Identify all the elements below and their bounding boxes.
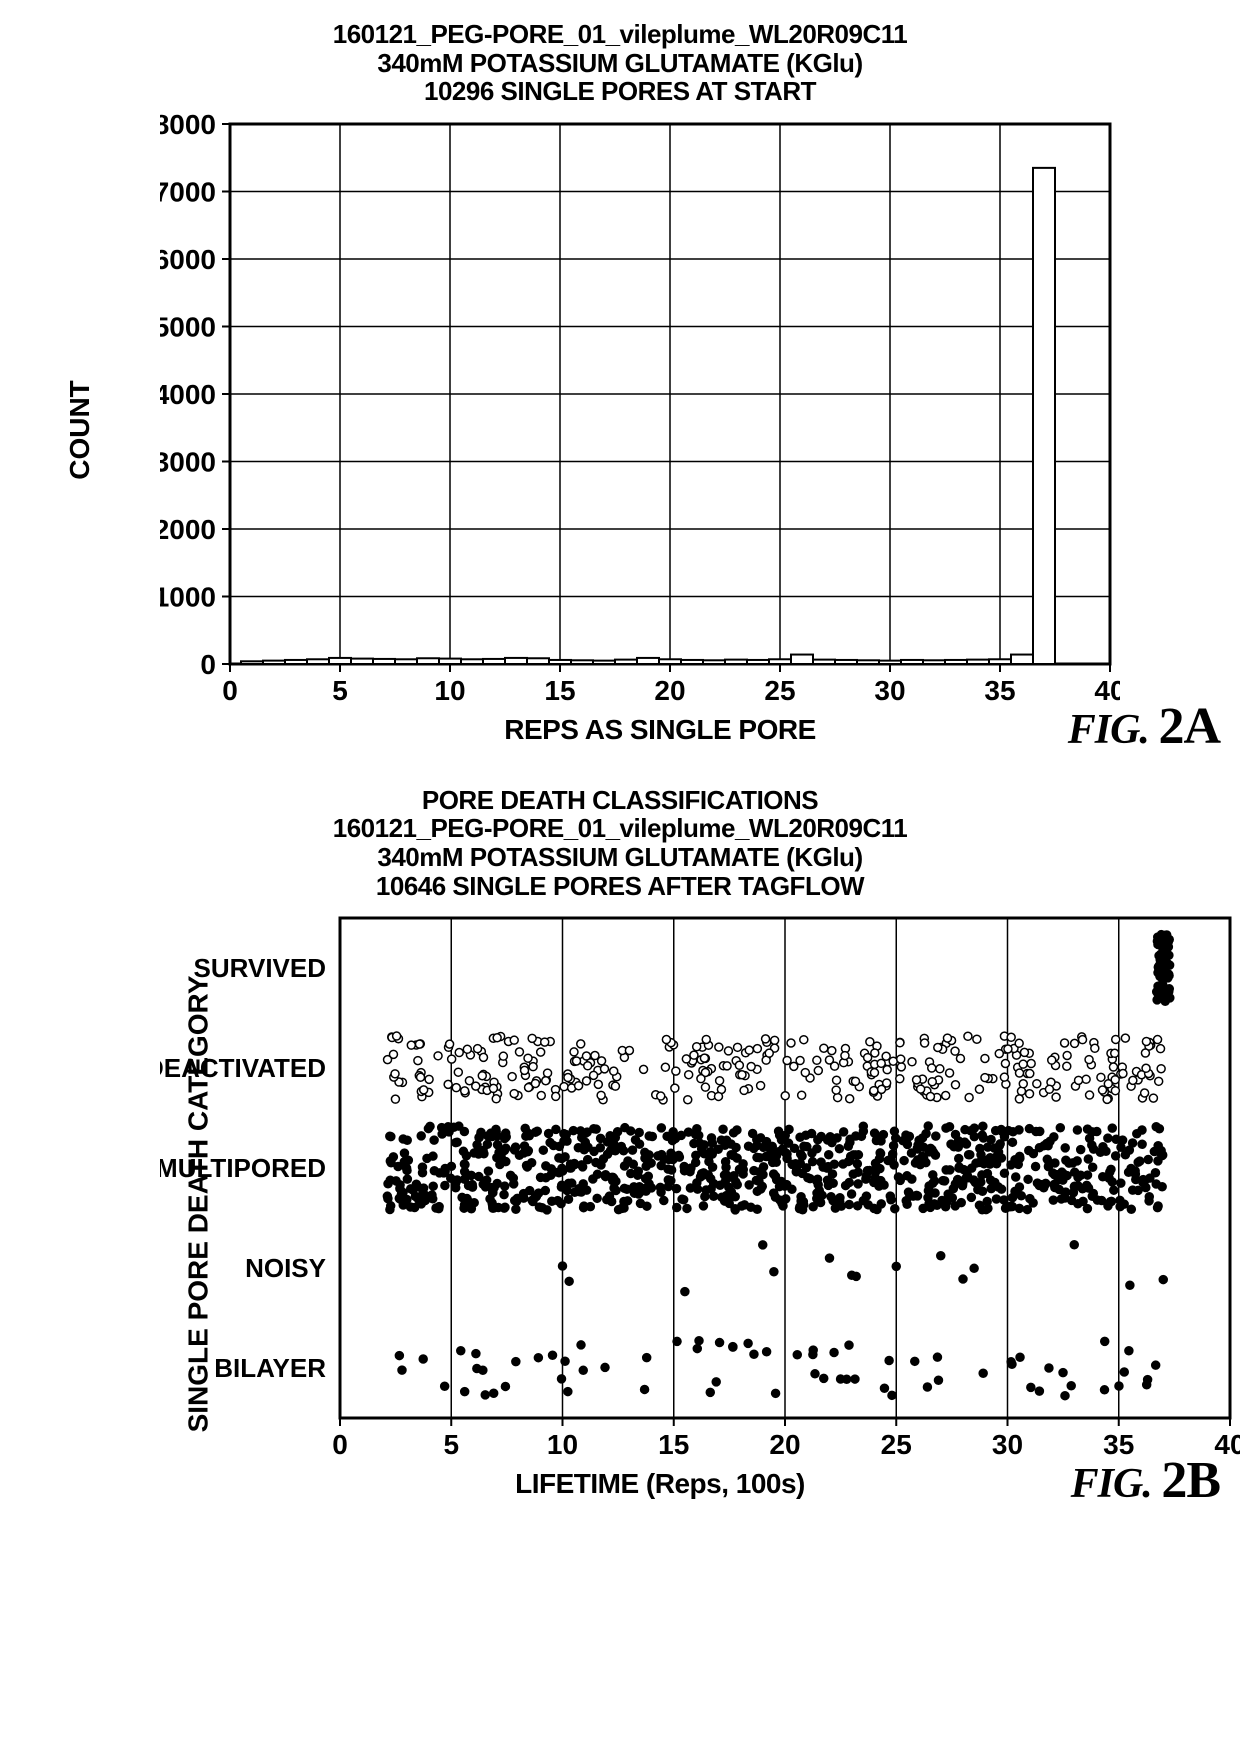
fig2b-plot: 0510152025303540BILAYERNOISYMULTIPOREDDE… <box>160 908 1240 1468</box>
title-line: 10646 SINGLE PORES AFTER TAGFLOW <box>20 872 1220 901</box>
figure-2b: PORE DEATH CLASSIFICATIONS 160121_PEG-PO… <box>20 786 1220 1500</box>
svg-text:20: 20 <box>769 1429 800 1460</box>
svg-text:25: 25 <box>881 1429 912 1460</box>
svg-text:NOISY: NOISY <box>245 1253 326 1283</box>
svg-text:30: 30 <box>874 675 905 706</box>
svg-text:0: 0 <box>222 675 238 706</box>
svg-text:5: 5 <box>443 1429 459 1460</box>
title-line: 340mM POTASSIUM GLUTAMATE (KGlu) <box>20 843 1220 872</box>
fig2b-title: PORE DEATH CLASSIFICATIONS 160121_PEG-PO… <box>20 786 1220 900</box>
fig2b-caption: FIG. 2B <box>1071 1451 1220 1510</box>
svg-text:8000: 8000 <box>160 114 216 140</box>
title-line: 340mM POTASSIUM GLUTAMATE (KGlu) <box>20 49 1220 78</box>
title-line: 160121_PEG-PORE_01_vileplume_WL20R09C11 <box>20 814 1220 843</box>
svg-text:4000: 4000 <box>160 379 216 410</box>
title-line: 10296 SINGLE PORES AT START <box>20 77 1220 106</box>
svg-text:7000: 7000 <box>160 176 216 207</box>
fig2a-xlabel: REPS AS SINGLE PORE <box>160 714 1160 746</box>
fig2a-title: 160121_PEG-PORE_01_vileplume_WL20R09C11 … <box>20 20 1220 106</box>
svg-text:30: 30 <box>992 1429 1023 1460</box>
fig2a-caption: FIG. 2A <box>1068 697 1220 756</box>
svg-text:25: 25 <box>764 675 795 706</box>
svg-text:2000: 2000 <box>160 514 216 545</box>
svg-text:15: 15 <box>544 675 575 706</box>
svg-text:0: 0 <box>200 649 216 680</box>
svg-text:1000: 1000 <box>160 581 216 612</box>
svg-text:35: 35 <box>984 675 1015 706</box>
title-line: PORE DEATH CLASSIFICATIONS <box>20 786 1220 815</box>
svg-text:15: 15 <box>658 1429 689 1460</box>
fig2a-plot: 0510152025303540010002000300040005000600… <box>160 114 1120 714</box>
svg-text:3000: 3000 <box>160 446 216 477</box>
fig2a-ylabel: COUNT <box>64 380 96 480</box>
svg-text:BILAYER: BILAYER <box>214 1353 326 1383</box>
figure-2a: 160121_PEG-PORE_01_vileplume_WL20R09C11 … <box>20 20 1220 746</box>
svg-text:5000: 5000 <box>160 311 216 342</box>
title-line: 160121_PEG-PORE_01_vileplume_WL20R09C11 <box>20 20 1220 49</box>
svg-text:5: 5 <box>332 675 348 706</box>
svg-text:MULTIPORED: MULTIPORED <box>160 1153 326 1183</box>
svg-text:10: 10 <box>547 1429 578 1460</box>
svg-text:10: 10 <box>434 675 465 706</box>
svg-text:6000: 6000 <box>160 244 216 275</box>
svg-text:DEACTIVATED: DEACTIVATED <box>160 1053 326 1083</box>
fig2b-xlabel: LIFETIME (Reps, 100s) <box>160 1468 1160 1500</box>
svg-text:0: 0 <box>332 1429 348 1460</box>
svg-text:SURVIVED: SURVIVED <box>194 953 326 983</box>
svg-text:20: 20 <box>654 675 685 706</box>
